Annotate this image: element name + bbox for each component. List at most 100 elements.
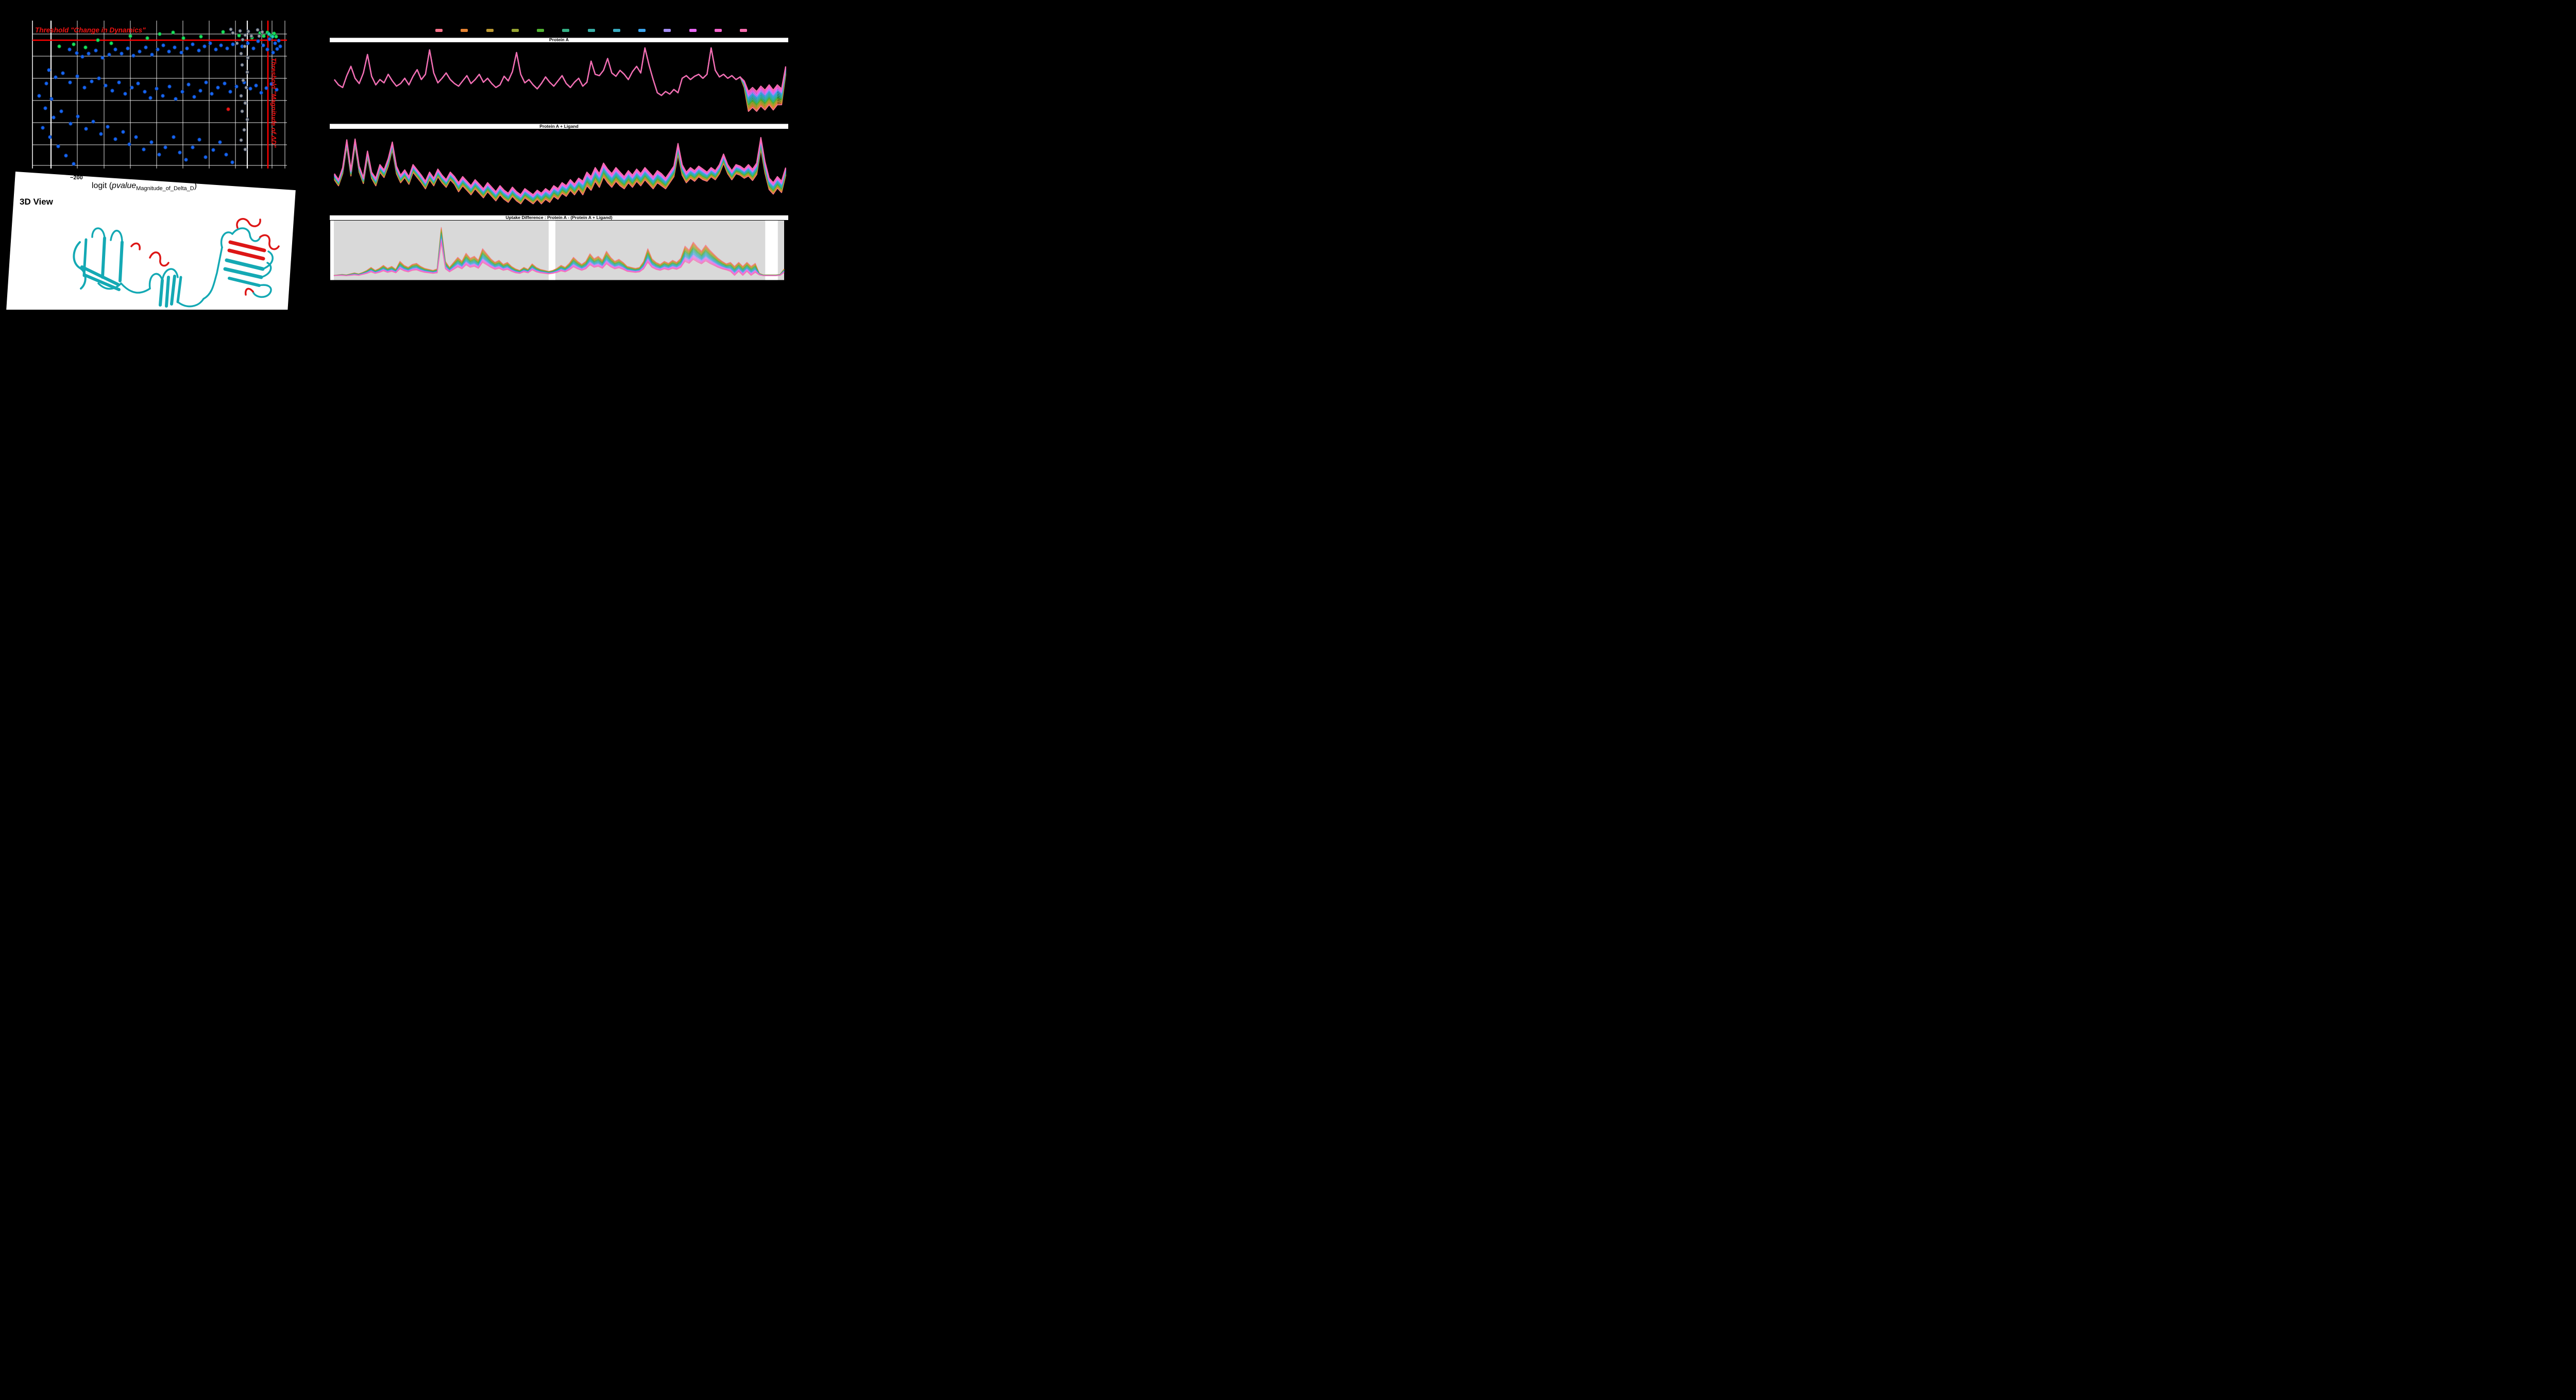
volcano-point-blue[interactable] [107,53,111,57]
volcano-point-blue[interactable] [155,87,159,91]
legend-swatch-timepoint-3[interactable] [486,29,494,32]
volcano-point-blue[interactable] [264,86,268,90]
legend-swatch-timepoint-8[interactable] [613,29,620,32]
volcano-point-blue[interactable] [261,43,265,47]
volcano-point-gray[interactable] [244,86,248,90]
uptake-panel-protein_a[interactable] [334,47,787,112]
volcano-point-green[interactable] [128,34,132,38]
volcano-point-blue[interactable] [256,39,260,43]
volcano-point-blue[interactable] [69,122,73,126]
volcano-point-green[interactable] [221,30,225,34]
volcano-point-gray[interactable] [241,38,245,42]
volcano-point-blue[interactable] [184,158,188,162]
uptake-series-line[interactable] [334,47,787,96]
volcano-point-blue[interactable] [94,48,98,53]
volcano-point-gray[interactable] [260,30,264,34]
volcano-point-blue[interactable] [187,82,191,87]
volcano-point-blue[interactable] [218,140,222,144]
volcano-point-blue[interactable] [275,47,279,51]
volcano-point-blue[interactable] [202,44,207,48]
volcano-point-green[interactable] [145,36,149,40]
volcano-point-blue[interactable] [156,47,160,52]
volcano-point-blue[interactable] [208,41,212,45]
volcano-point-blue[interactable] [191,42,195,46]
volcano-point-blue[interactable] [110,89,114,93]
volcano-point-gray[interactable] [246,56,250,60]
volcano-point-blue[interactable] [172,135,176,139]
volcano-point-blue[interactable] [134,135,138,139]
volcano-point-blue[interactable] [67,47,72,52]
volcano-point-blue[interactable] [72,162,76,166]
volcano-point-blue[interactable] [225,46,229,50]
volcano-point-blue[interactable] [216,86,220,90]
legend-swatch-timepoint-12[interactable] [714,29,722,32]
volcano-point-green[interactable] [83,45,88,49]
volcano-point-blue[interactable] [157,153,161,157]
volcano-point-green[interactable] [96,38,100,42]
uptake-series-line[interactable] [334,47,787,96]
volcano-point-gray[interactable] [243,44,247,48]
volcano-point-blue[interactable] [223,81,227,86]
volcano-point-blue[interactable] [246,41,250,45]
volcano-point-blue[interactable] [54,75,58,79]
volcano-point-blue[interactable] [138,49,142,54]
protein-structure-3d[interactable] [49,211,296,310]
uptake-series-line[interactable] [334,47,787,99]
volcano-point-blue[interactable] [76,114,80,119]
volcano-point-blue[interactable] [123,92,127,96]
volcano-point-green[interactable] [171,30,175,35]
volcano-point-blue[interactable] [178,150,182,155]
volcano-point-gray[interactable] [246,29,250,33]
volcano-point-blue[interactable] [59,109,63,113]
volcano-point-green[interactable] [237,33,241,38]
volcano-point-blue[interactable] [204,155,208,159]
volcano-point-blue[interactable] [144,45,148,49]
volcano-point-blue[interactable] [84,127,88,131]
volcano-point-blue[interactable] [87,52,91,56]
volcano-point-blue[interactable] [204,80,208,85]
volcano-point-green[interactable] [72,42,76,46]
legend-swatch-timepoint-2[interactable] [461,29,468,32]
volcano-point-gray[interactable] [245,117,249,122]
legend-swatch-timepoint-1[interactable] [435,29,443,32]
volcano-point-blue[interactable] [161,43,165,47]
legend-swatch-timepoint-5[interactable] [537,29,544,32]
volcano-point-blue[interactable] [248,87,252,91]
volcano-point-blue[interactable] [254,83,258,88]
volcano-point-green[interactable] [57,44,61,48]
volcano-point-blue[interactable] [278,44,282,48]
volcano-point-blue[interactable] [163,145,167,149]
volcano-point-gray[interactable] [229,27,233,31]
volcano-point-gray[interactable] [241,78,245,82]
volcano-point-blue[interactable] [120,52,124,56]
volcano-point-blue[interactable] [61,71,65,75]
volcano-point-blue[interactable] [100,56,105,60]
volcano-point-blue[interactable] [113,47,117,52]
volcano-point-gray[interactable] [243,101,247,105]
volcano-point-blue[interactable] [197,48,201,53]
volcano-point-blue[interactable] [167,85,172,89]
uptake-series-line[interactable] [334,47,787,107]
volcano-point-blue[interactable] [49,97,54,101]
volcano-point-blue[interactable] [106,125,110,129]
legend-swatch-timepoint-6[interactable] [562,29,570,32]
volcano-point-blue[interactable] [149,140,154,144]
volcano-point-gray[interactable] [240,109,244,113]
legend-swatch-timepoint-7[interactable] [587,29,595,32]
uptake-series-line[interactable] [333,242,785,276]
volcano-point-blue[interactable] [150,53,154,57]
volcano-point-blue[interactable] [127,142,131,146]
volcano-point-gray[interactable] [235,41,239,45]
volcano-point-green[interactable] [274,35,278,39]
volcano-point-blue[interactable] [197,138,201,142]
volcano-point-blue[interactable] [277,39,281,43]
uptake-panels[interactable] [330,47,787,280]
volcano-point-blue[interactable] [41,126,45,130]
volcano-point-blue[interactable] [167,49,171,54]
legend-swatch-timepoint-9[interactable] [638,29,646,32]
volcano-point-blue[interactable] [267,37,272,41]
volcano-point-blue[interactable] [37,94,41,98]
volcano-point-gray[interactable] [249,34,253,38]
volcano-point-blue[interactable] [231,42,235,46]
volcano-point-blue[interactable] [259,91,263,95]
